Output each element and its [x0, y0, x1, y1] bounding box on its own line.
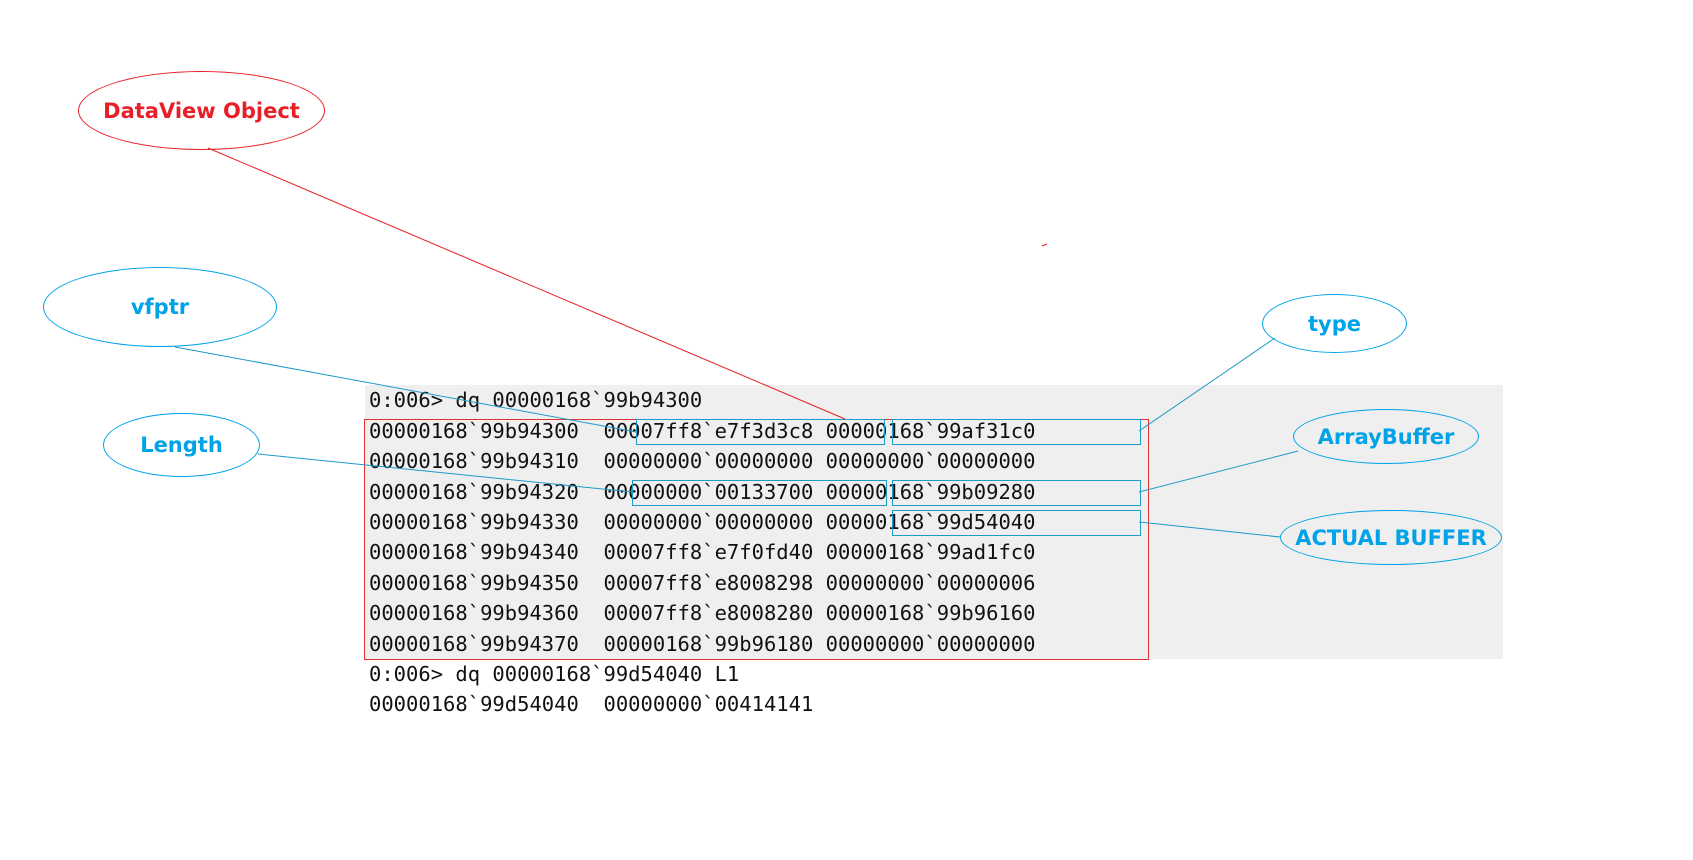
dataview-connector	[207, 147, 846, 420]
actual-buffer-highlight	[892, 510, 1141, 536]
type-connector	[1138, 337, 1276, 432]
memory-row-5: 00000168`99b94350 00007ff8`e8008298 0000…	[369, 571, 1036, 595]
type-highlight	[892, 419, 1141, 445]
arraybuffer-connector	[1138, 450, 1299, 493]
dataview-object-label: DataView Object	[78, 71, 325, 150]
length-connector	[257, 453, 633, 493]
memory-row-7: 00000168`99b94370 00000168`99b96180 0000…	[369, 632, 1036, 656]
memory-row-0: 00000168`99b94300 00007ff8`e7f3d3c8 0000…	[369, 419, 1036, 443]
vfptr-label: vfptr	[43, 267, 277, 347]
command-line-2: 0:006> dq 00000168`99d54040 L1	[369, 662, 740, 686]
vfptr-highlight	[636, 419, 885, 445]
memory-row-4: 00000168`99b94340 00007ff8`e7f0fd40 0000…	[369, 540, 1036, 564]
memory-row-2: 00000168`99b94320 00000000`00133700 0000…	[369, 480, 1036, 504]
type-label: type	[1262, 294, 1407, 353]
actual-buffer-label: ACTUAL BUFFER	[1280, 510, 1502, 565]
result-line-2: 00000168`99d54040 00000000`00414141	[369, 692, 814, 716]
arraybuffer-label: ArrayBuffer	[1293, 409, 1479, 464]
memory-row-6: 00000168`99b94360 00007ff8`e8008280 0000…	[369, 601, 1036, 625]
stray-mark	[1041, 243, 1048, 247]
command-line-1: 0:006> dq 00000168`99b94300	[369, 388, 703, 412]
length-highlight	[632, 480, 887, 506]
actual-buffer-connector	[1138, 521, 1281, 538]
vfptr-connector	[174, 346, 637, 433]
arraybuffer-highlight	[892, 480, 1141, 506]
length-label: Length	[103, 413, 260, 477]
memory-row-3: 00000168`99b94330 00000000`00000000 0000…	[369, 510, 1036, 534]
